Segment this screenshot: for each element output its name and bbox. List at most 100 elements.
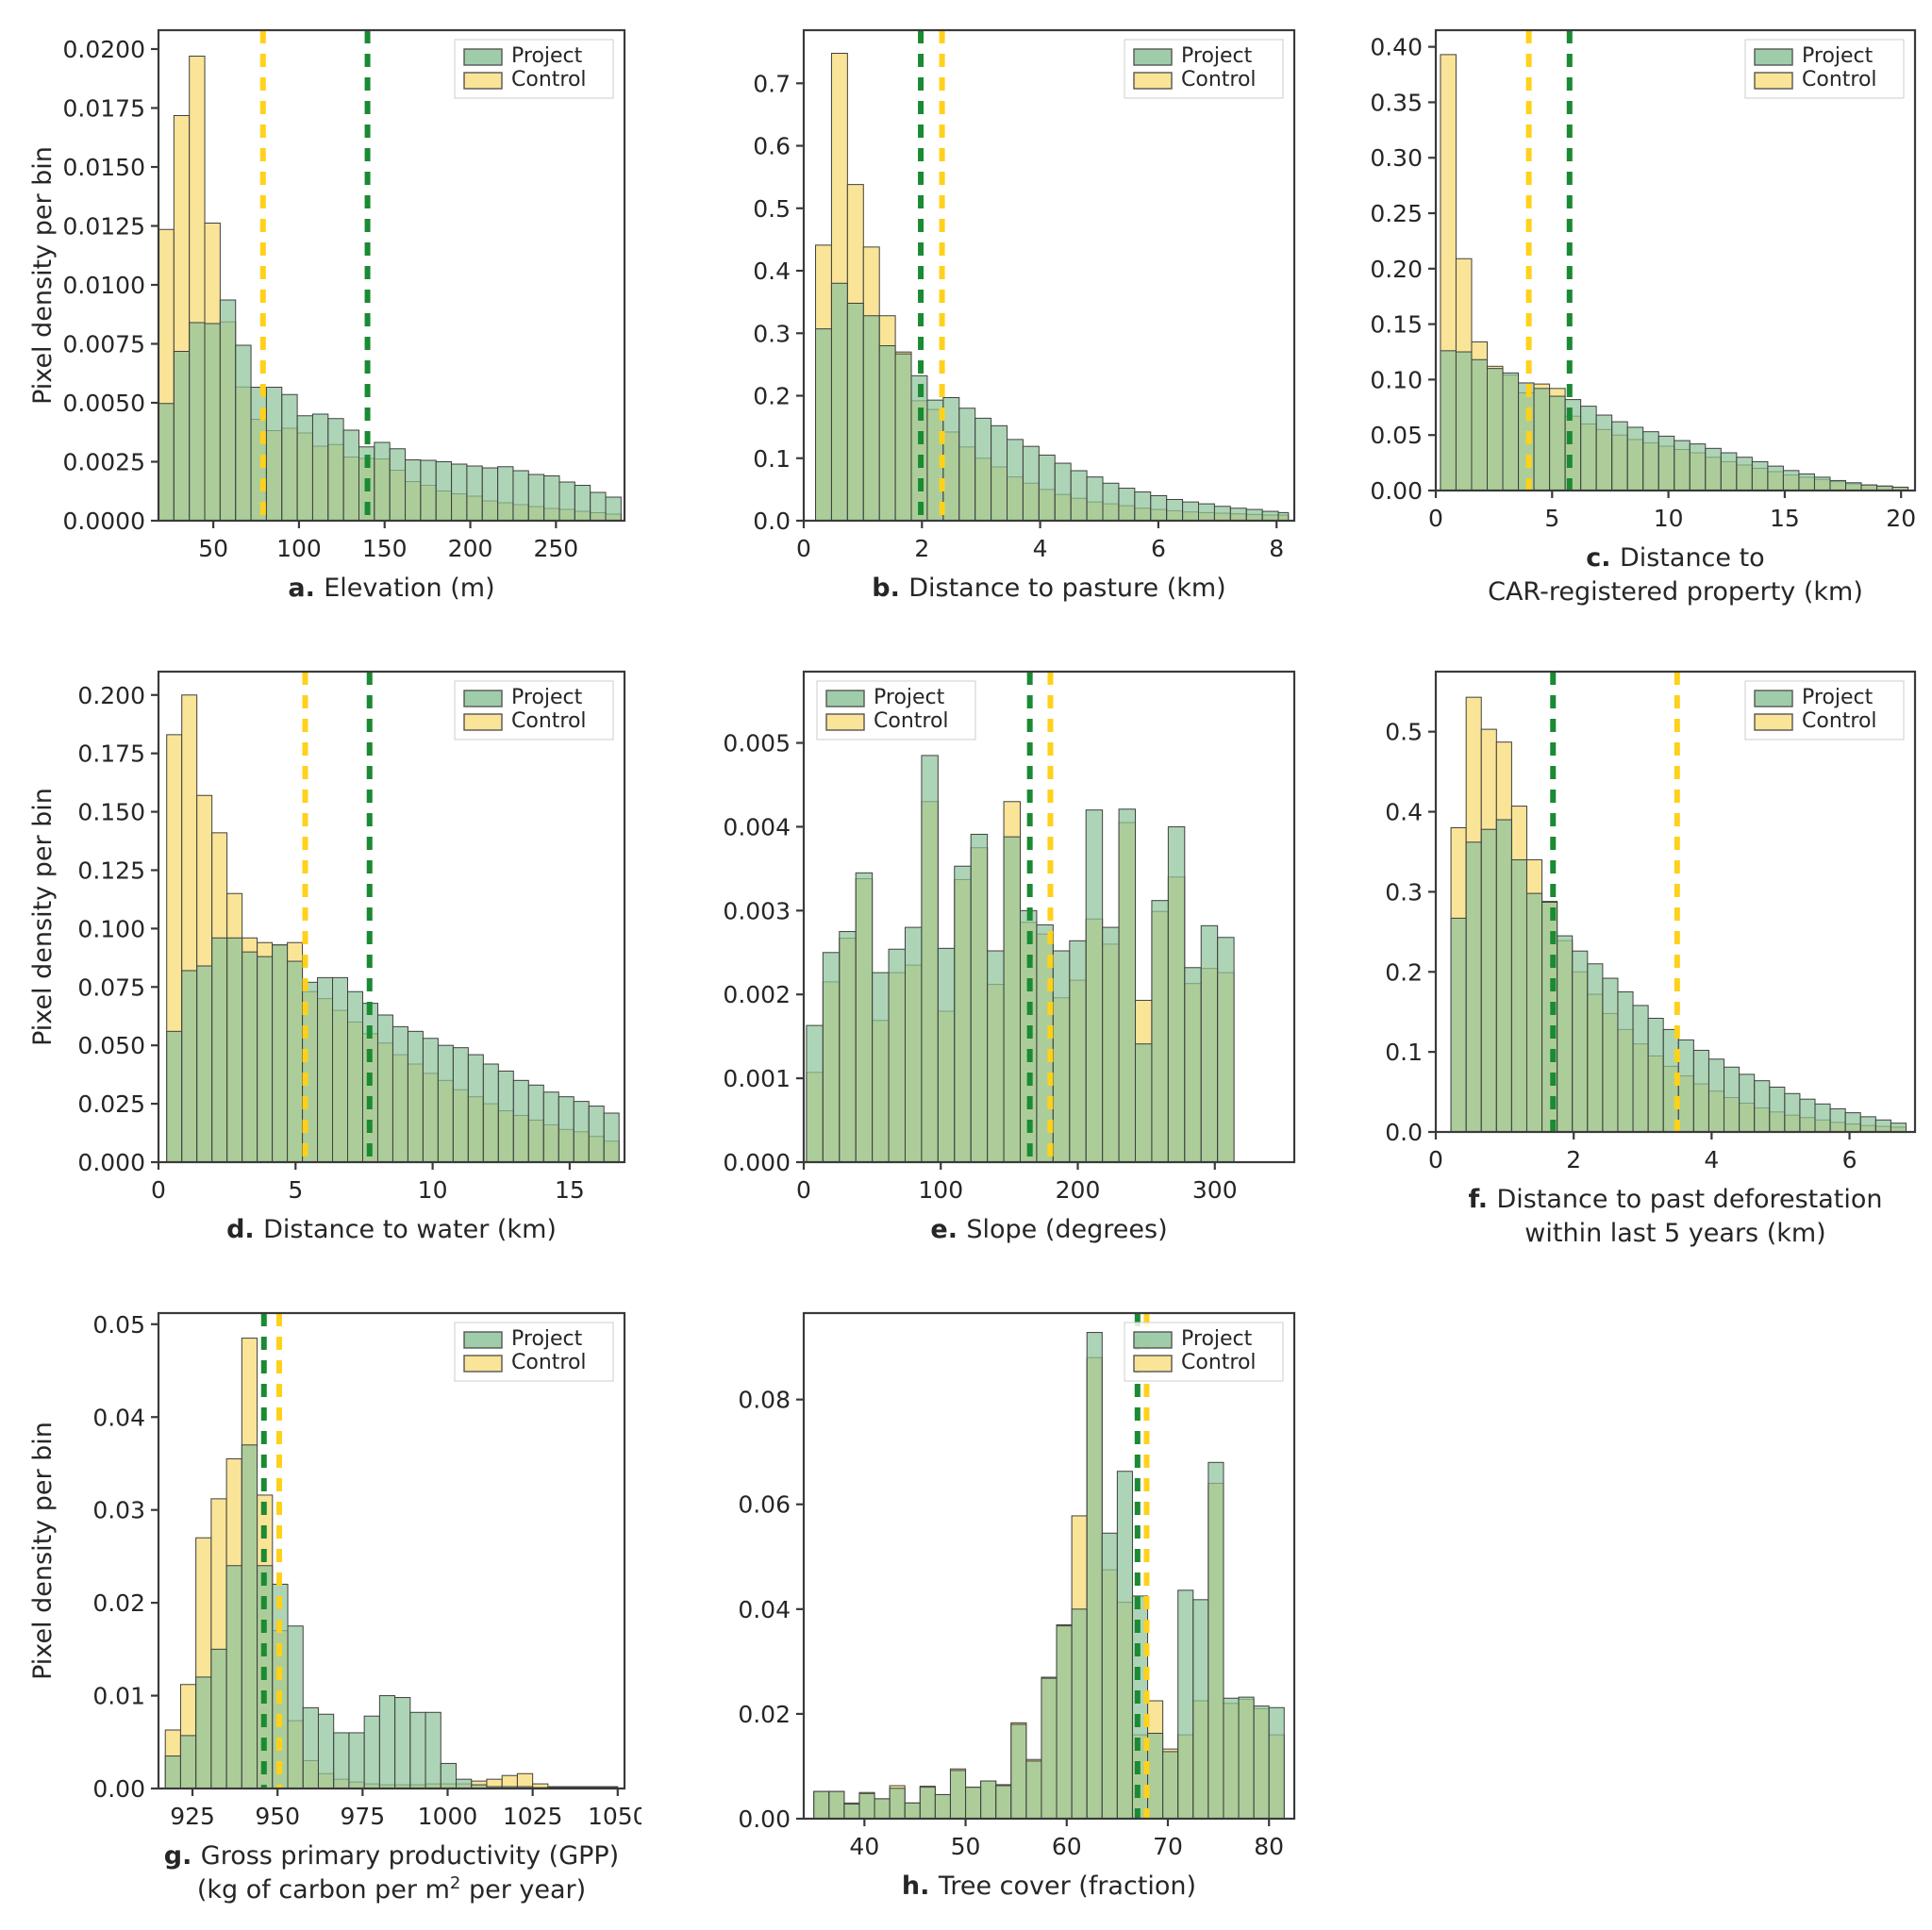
y-tick-label: 0.0175	[63, 95, 145, 123]
y-tick-label: 0.0075	[63, 331, 145, 358]
legend-swatch-control	[825, 713, 865, 731]
y-tick-label: 0.3	[753, 320, 791, 347]
chart-panel-g: 0.00 0.01 0.02 0.03 0.04 0.05 925 950 975 1000 102…	[19, 1292, 641, 1930]
y-axis-label: Pixel density per bin	[28, 1422, 58, 1680]
x-tick-label: 1000	[418, 1803, 478, 1830]
chart-panel-c: 0.00 0.05 0.10 0.15 0.20 0.25 0.30 0.35 0.40 0 5 10…	[1321, 9, 1932, 632]
svg-text:a. Elevation (m): a. Elevation (m)	[288, 574, 494, 603]
x-tick-label: 0	[796, 535, 811, 562]
legend-swatch-control	[1754, 72, 1793, 90]
y-tick-label: 0.004	[723, 813, 791, 840]
y-tick-label: 0.06	[738, 1491, 791, 1519]
x-axis-label: a. Elevation (m)	[288, 574, 494, 603]
x-tick-label: 5	[288, 1176, 303, 1204]
y-tick-label: 0.01	[92, 1683, 145, 1710]
x-tick-label: 6	[1151, 535, 1166, 562]
chart-panel-a: 0.0000 0.0025 0.0050 0.0075 0.0100 0.0125 0.01…	[19, 9, 641, 632]
axes-frame	[802, 1311, 1296, 1821]
x-tick-label: 150	[362, 535, 408, 562]
y-tick-label: 0.002	[723, 981, 791, 1008]
y-tick-label: 0.001	[723, 1065, 791, 1092]
x-axis-label: d. Distance to water (km)	[226, 1215, 557, 1244]
x-tick-label: 80	[1254, 1833, 1284, 1860]
x-tick-label: 8	[1269, 535, 1284, 562]
x-tick-label: 40	[849, 1833, 879, 1860]
y-tick-label: 0.5	[753, 195, 791, 223]
legend-label-project: Project	[874, 686, 945, 709]
legend-label-control: Control	[874, 709, 949, 733]
y-tick-label: 0.04	[92, 1404, 145, 1431]
y-tick-label: 0.5	[1385, 719, 1423, 746]
x-tick-label: 15	[1770, 505, 1800, 532]
axes-frame	[157, 1311, 626, 1790]
legend-label-control: Control	[1181, 1351, 1257, 1374]
y-tick-label: 0.000	[77, 1149, 145, 1176]
svg-text:within last 5 years (km): within last 5 years (km)	[1524, 1219, 1825, 1248]
svg-text:(kg of carbon per m2 per year): (kg of carbon per m2 per year)	[197, 1873, 586, 1905]
y-tick-label: 0.100	[77, 915, 145, 942]
y-tick-label: 0.08	[738, 1387, 791, 1414]
series-project-bars	[1440, 350, 1909, 491]
x-axis-label: e. Slope (degrees)	[930, 1215, 1167, 1244]
y-tick-label: 0.125	[77, 857, 145, 884]
legend-label-project: Project	[1802, 686, 1874, 709]
svg-text:h. Tree cover (fraction): h. Tree cover (fraction)	[902, 1872, 1196, 1901]
y-tick-label: 0.2	[1385, 958, 1423, 986]
x-tick-label: 20	[1886, 505, 1916, 532]
x-tick-label: 0	[1428, 505, 1443, 532]
y-tick-label: 0.4	[753, 258, 791, 285]
y-tick-label: 0.050	[77, 1032, 145, 1059]
chart-panel-d: 0.000 0.025 0.050 0.075 0.100 0.125 0.150 0.175…	[19, 651, 641, 1273]
x-tick-label: 4	[1704, 1146, 1719, 1173]
svg-text:b. Distance to pasture (km): b. Distance to pasture (km)	[872, 574, 1225, 603]
y-axis-label: Pixel density per bin	[28, 146, 58, 405]
y-tick-label: 0.30	[1370, 144, 1423, 172]
y-tick-label: 0.10	[1370, 366, 1423, 393]
legend-swatch-project	[1754, 48, 1793, 66]
svg-text:g. Gross primary productivity: g. Gross primary productivity (GPP)	[164, 1841, 619, 1871]
y-tick-label: 0.02	[738, 1701, 791, 1728]
x-axis-label: c. Distance to CAR-registered property (k…	[1488, 543, 1863, 607]
x-axis-label: g. Gross primary productivity (GPP)(kg o…	[164, 1841, 619, 1905]
y-tick-label: 0.1	[1385, 1039, 1423, 1066]
y-tick-label: 0.40	[1370, 34, 1423, 61]
y-tick-label: 0.2	[753, 383, 791, 410]
y-tick-label: 0.075	[77, 973, 145, 1001]
y-tick-label: 0.00	[92, 1775, 145, 1803]
legend-label-control: Control	[511, 709, 587, 733]
y-tick-label: 0.00	[1370, 477, 1423, 505]
x-tick-label: 0	[1428, 1146, 1443, 1173]
svg-text:e. Slope (degrees): e. Slope (degrees)	[930, 1215, 1167, 1244]
y-tick-label: 0.005	[723, 730, 791, 757]
y-tick-label: 0.3	[1385, 878, 1423, 906]
x-tick-label: 0	[151, 1176, 166, 1204]
y-tick-label: 0.25	[1370, 200, 1423, 227]
legend-swatch-project	[1754, 690, 1793, 707]
y-tick-label: 0.025	[77, 1090, 145, 1118]
x-tick-label: 6	[1842, 1146, 1857, 1173]
legend-label-control: Control	[1802, 709, 1877, 733]
legend-label-project: Project	[1181, 1327, 1253, 1351]
y-tick-label: 0.200	[77, 682, 145, 709]
chart-panel-e: 0.000 0.001 0.002 0.003 0.004 0.005 0 100 200 300…	[689, 651, 1311, 1273]
legend-label-control: Control	[511, 1351, 587, 1374]
x-tick-label: 950	[255, 1803, 300, 1830]
series-project-bars	[166, 937, 620, 1163]
legend-label-project: Project	[511, 44, 583, 68]
y-tick-label: 0.0125	[63, 213, 145, 241]
x-axis-label: b. Distance to pasture (km)	[872, 574, 1225, 603]
axes-frame	[1434, 28, 1917, 492]
axes-frame	[157, 28, 626, 523]
x-tick-label: 200	[448, 535, 493, 562]
x-tick-label: 10	[1654, 505, 1684, 532]
x-tick-label: 250	[533, 535, 578, 562]
y-tick-label: 0.0050	[63, 390, 145, 417]
y-tick-label: 0.04	[738, 1596, 791, 1623]
y-tick-label: 0.4	[1385, 799, 1423, 826]
svg-text:c. Distance to: c. Distance to	[1586, 543, 1764, 573]
y-tick-label: 0.0	[753, 507, 791, 535]
